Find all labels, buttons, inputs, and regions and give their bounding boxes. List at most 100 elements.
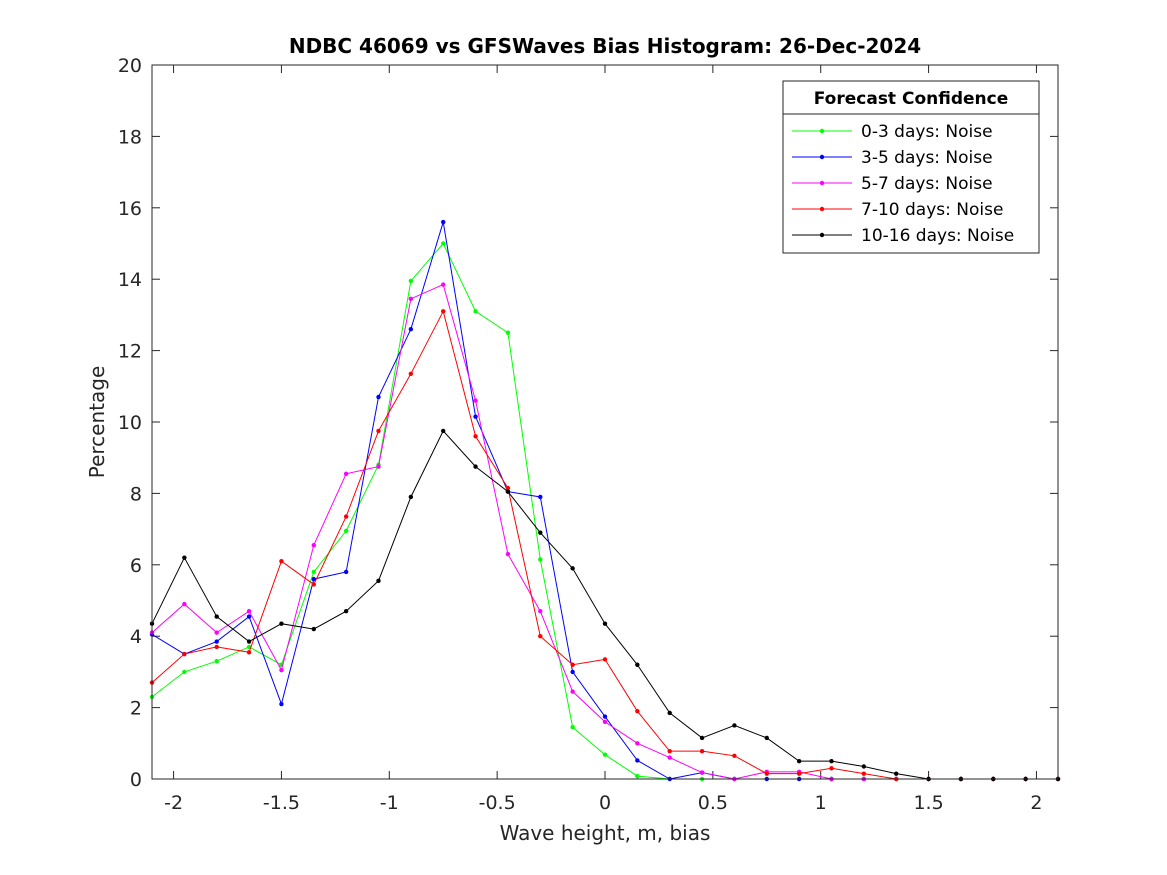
data-point xyxy=(796,771,802,776)
data-point xyxy=(408,326,414,332)
data-point xyxy=(473,434,478,439)
data-point xyxy=(602,714,608,719)
data-point xyxy=(311,626,316,632)
data-point xyxy=(246,609,252,614)
data-point xyxy=(182,555,187,560)
data-point xyxy=(473,309,478,314)
data-point xyxy=(279,621,284,626)
legend-entries: 0-3 days: Noise 3-5 days: Noise 5-7 days: … xyxy=(792,122,1014,246)
data-point xyxy=(343,528,349,534)
x-axis-label: Wave height, m, bias xyxy=(500,821,711,845)
data-point xyxy=(699,770,705,775)
data-point xyxy=(441,219,446,225)
data-point xyxy=(505,485,511,491)
data-point xyxy=(505,551,511,557)
x-tick-label: 1.5 xyxy=(913,792,943,814)
x-axis-ticks: -2 -1.5 -1 -0.5 0 0.5 1 1.5 2 xyxy=(164,65,1042,814)
x-tick-label: -0.5 xyxy=(479,792,516,814)
legend-swatch-marker xyxy=(819,232,825,238)
legend-swatch-marker xyxy=(819,180,825,186)
data-point xyxy=(570,725,575,730)
data-point xyxy=(861,771,867,776)
y-axis-ticks: 0 2 4 6 8 10 12 14 16 18 20 xyxy=(118,55,1058,791)
data-point xyxy=(699,735,705,741)
data-point xyxy=(602,752,608,757)
y-tick-label: 4 xyxy=(130,626,142,648)
y-tick-label: 18 xyxy=(118,126,142,148)
legend-label: 10-16 days: Noise xyxy=(861,226,1014,246)
legend-label: 0-3 days: Noise xyxy=(861,122,993,142)
data-point xyxy=(894,771,899,776)
data-point xyxy=(732,753,737,758)
data-point xyxy=(182,601,187,607)
legend-entry: 0-3 days: Noise xyxy=(792,122,993,142)
data-point xyxy=(699,748,705,754)
data-point xyxy=(538,609,543,614)
plot-frame xyxy=(151,64,1059,780)
legend-swatch-marker xyxy=(819,206,825,212)
data-point xyxy=(214,658,219,664)
legend-entry: 5-7 days: Noise xyxy=(792,174,993,194)
legend-label: 7-10 days: Noise xyxy=(861,200,1003,220)
data-point xyxy=(732,723,737,728)
y-tick-label: 6 xyxy=(130,555,142,577)
data-point xyxy=(343,471,349,476)
data-point xyxy=(441,309,446,314)
data-point xyxy=(505,330,511,335)
y-tick-label: 10 xyxy=(118,412,142,434)
data-point xyxy=(473,414,478,419)
data-point xyxy=(538,530,543,535)
data-point xyxy=(796,758,802,764)
legend-entry: 10-16 days: Noise xyxy=(792,226,1014,246)
data-point xyxy=(602,657,608,662)
data-point xyxy=(182,669,187,675)
legend-entry: 7-10 days: Noise xyxy=(792,200,1003,220)
legend-title: Forecast Confidence xyxy=(814,89,1009,109)
data-point xyxy=(214,614,219,619)
data-point xyxy=(376,464,381,469)
y-tick-label: 14 xyxy=(118,269,142,291)
data-point xyxy=(182,651,187,657)
legend-swatch-marker xyxy=(819,154,825,160)
data-point xyxy=(214,630,219,635)
legend-label: 5-7 days: Noise xyxy=(861,174,993,194)
data-point xyxy=(279,559,284,564)
data-point xyxy=(408,278,414,284)
data-point xyxy=(635,773,640,779)
data-point xyxy=(602,719,608,725)
data-point xyxy=(538,634,543,639)
data-point xyxy=(635,708,640,714)
y-tick-label: 2 xyxy=(130,698,142,720)
x-tick-label: 1 xyxy=(815,792,827,814)
x-tick-label: -1 xyxy=(380,792,399,814)
data-point xyxy=(441,428,446,434)
data-point xyxy=(246,650,252,655)
legend-swatch-marker xyxy=(819,128,825,134)
data-point xyxy=(246,614,252,619)
data-point xyxy=(311,569,316,575)
data-point xyxy=(667,755,672,760)
data-point xyxy=(343,569,349,575)
y-tick-label: 0 xyxy=(130,769,142,791)
data-point xyxy=(408,494,414,500)
legend-label: 3-5 days: Noise xyxy=(861,148,993,168)
data-point xyxy=(214,644,219,650)
data-point xyxy=(635,741,640,746)
x-tick-label: 2 xyxy=(1030,792,1042,814)
data-point xyxy=(376,394,381,400)
data-point xyxy=(343,609,349,614)
data-point xyxy=(473,398,478,403)
data-point xyxy=(829,758,834,764)
x-tick-label: -1.5 xyxy=(263,792,300,814)
data-point xyxy=(441,241,446,246)
data-point xyxy=(279,667,284,673)
data-point xyxy=(408,371,414,377)
data-point xyxy=(538,494,543,500)
data-point xyxy=(602,621,608,626)
data-point xyxy=(667,710,672,716)
data-point xyxy=(408,296,414,302)
x-tick-label: 0 xyxy=(599,792,611,814)
data-point xyxy=(861,764,867,769)
data-point xyxy=(570,669,575,675)
